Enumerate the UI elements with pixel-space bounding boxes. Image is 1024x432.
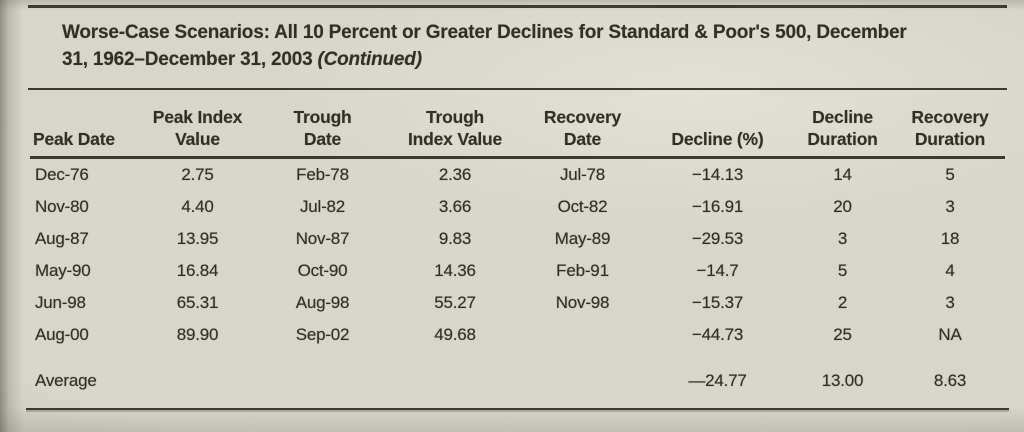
- table-header-row: Peak Date Peak Index Value Trough Date Tro…: [30, 96, 1005, 159]
- cell-trough-index-value: 2.36: [438, 165, 472, 184]
- cell-peak-index-value: 89.90: [176, 325, 219, 344]
- cell-recovery-date: Oct-82: [557, 197, 608, 216]
- col-header-decline-pct: Decline (%): [645, 96, 790, 159]
- cell-peak-index-value: 13.95: [176, 229, 219, 248]
- cell-decline-pct: −14.13: [691, 165, 744, 184]
- average-label: Average: [35, 371, 97, 390]
- title-line-1: Worse-Case Scenarios: All 10 Percent or …: [62, 22, 907, 43]
- col-header-peak-index-value: Peak Index Value: [140, 96, 255, 159]
- cell-peak-index-value: 4.40: [181, 197, 214, 216]
- cell-decline-duration: 25: [833, 325, 852, 344]
- cell-trough-date: Sep-02: [295, 325, 350, 344]
- cell-trough-date: Feb-78: [296, 165, 349, 184]
- cell-peak-index-value: 2.75: [181, 165, 214, 184]
- cell-average-decline-pct: —24.77: [688, 371, 747, 390]
- cell-decline-pct: −44.73: [691, 325, 744, 344]
- cell-trough-date: Aug-98: [295, 293, 350, 312]
- cell-average-decline-duration: 13.00: [821, 371, 864, 390]
- table-row: Nov-80 4.40 Jul-82 3.66 Oct-82 −16.91 20…: [30, 191, 1005, 223]
- col-header-recovery-duration: Recovery Duration: [895, 96, 1005, 159]
- spacer-row: [30, 351, 1005, 365]
- col-header-trough-date: Trough Date: [255, 96, 390, 159]
- cell-trough-index-value: 55.27: [434, 293, 476, 312]
- table-row: Aug-00 89.90 Sep-02 49.68 −44.73 25 NA: [30, 319, 1005, 351]
- cell-decline-duration: 20: [833, 197, 852, 216]
- cell-recovery-date: Feb-91: [556, 261, 609, 280]
- bottom-rule: [26, 408, 1009, 410]
- cell-trough-date: Nov-87: [295, 229, 350, 248]
- title-rule: [28, 88, 1007, 90]
- col-header-recovery-date: Recovery Date: [520, 96, 645, 159]
- cell-decline-duration: 3: [837, 229, 848, 248]
- cell-recovery-duration: 3: [945, 293, 955, 312]
- cell-trough-index-value: 14.36: [434, 261, 476, 280]
- cell-recovery-date: May-89: [554, 229, 611, 248]
- cell-decline-duration: 14: [833, 165, 852, 184]
- cell-peak-date: May-90: [35, 261, 91, 280]
- cell-decline-pct: −14.7: [696, 261, 739, 280]
- cell-recovery-date: Jul-78: [559, 165, 606, 184]
- cell-trough-date: Oct-90: [297, 261, 348, 280]
- cell-trough-index-value: 49.68: [434, 325, 476, 344]
- title-line-2: 31, 1962–December 31, 2003 (Continued): [62, 49, 422, 70]
- continued-label: (Continued): [317, 49, 422, 70]
- cell-peak-date: Dec-76: [35, 165, 89, 184]
- cell-decline-pct: −29.53: [691, 229, 744, 248]
- col-header-decline-duration: Decline Duration: [790, 96, 895, 159]
- cell-decline-pct: −15.37: [691, 293, 744, 312]
- cell-average-recovery-duration: 8.63: [933, 371, 967, 390]
- table-row: May-90 16.84 Oct-90 14.36 Feb-91 −14.7 5…: [30, 255, 1005, 287]
- cell-trough-index-value: 3.66: [438, 197, 472, 216]
- cell-recovery-date: [520, 319, 645, 351]
- cell-decline-duration: 5: [837, 261, 848, 280]
- table-row: Jun-98 65.31 Aug-98 55.27 Nov-98 −15.37 …: [30, 287, 1005, 319]
- table-row: Dec-76 2.75 Feb-78 2.36 Jul-78 −14.13 14…: [30, 158, 1005, 192]
- cell-peak-date: Aug-87: [35, 229, 89, 248]
- cell-decline-duration: 2: [837, 293, 848, 312]
- cell-peak-index-value: 16.84: [176, 261, 219, 280]
- cell-decline-pct: −16.91: [691, 197, 744, 216]
- cell-recovery-duration: 5: [945, 165, 955, 184]
- cell-recovery-duration: 4: [945, 261, 955, 280]
- cell-peak-date: Nov-80: [35, 197, 89, 216]
- cell-trough-index-value: 9.83: [438, 229, 472, 248]
- cell-recovery-date: Nov-98: [555, 293, 610, 312]
- col-header-peak-date: Peak Date: [30, 96, 140, 159]
- cell-trough-date: Jul-82: [299, 197, 346, 216]
- cell-peak-index-value: 65.31: [176, 293, 219, 312]
- cell-peak-date: Aug-00: [35, 325, 89, 344]
- table-row: Aug-87 13.95 Nov-87 9.83 May-89 −29.53 3…: [30, 223, 1005, 255]
- col-header-trough-index-value: Trough Index Value: [390, 96, 520, 159]
- cell-peak-date: Jun-98: [35, 293, 86, 312]
- declines-table: Peak Date Peak Index Value Trough Date Tro…: [30, 96, 1005, 397]
- cell-recovery-duration: NA: [938, 325, 962, 344]
- top-rule: [28, 5, 1007, 8]
- cell-recovery-duration: 18: [940, 229, 960, 248]
- cell-recovery-duration: 3: [945, 197, 955, 216]
- average-row: Average —24.77 13.00 8.63: [30, 365, 1005, 397]
- page-title: Worse-Case Scenarios: All 10 Percent or …: [62, 19, 1007, 73]
